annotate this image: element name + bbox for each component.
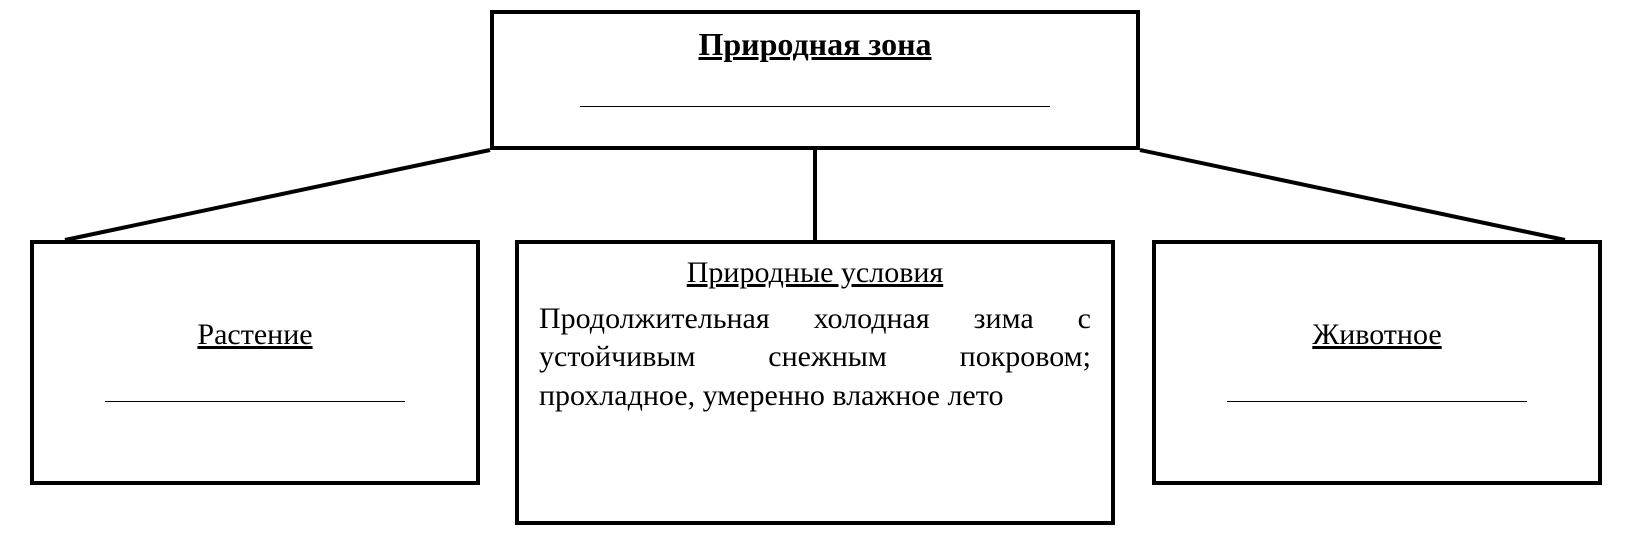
top-box: Природная зона: [490, 10, 1140, 150]
top-box-title: Природная зона: [514, 26, 1116, 63]
center-box-title: Природные условия: [539, 256, 1091, 290]
top-box-blank[interactable]: [580, 91, 1050, 107]
right-box-title: Животное: [1176, 318, 1578, 352]
right-box: Животное: [1152, 240, 1602, 485]
center-box-body: Продолжительная холодная зима с устойчив…: [539, 300, 1091, 415]
left-box-title: Растение: [54, 318, 456, 352]
right-box-blank[interactable]: [1227, 386, 1527, 402]
connector-right: [1140, 150, 1565, 240]
left-box-blank[interactable]: [105, 386, 405, 402]
center-box: Природные условия Продолжительная холодн…: [515, 240, 1115, 525]
left-box: Растение: [30, 240, 480, 485]
connector-left: [65, 150, 490, 240]
